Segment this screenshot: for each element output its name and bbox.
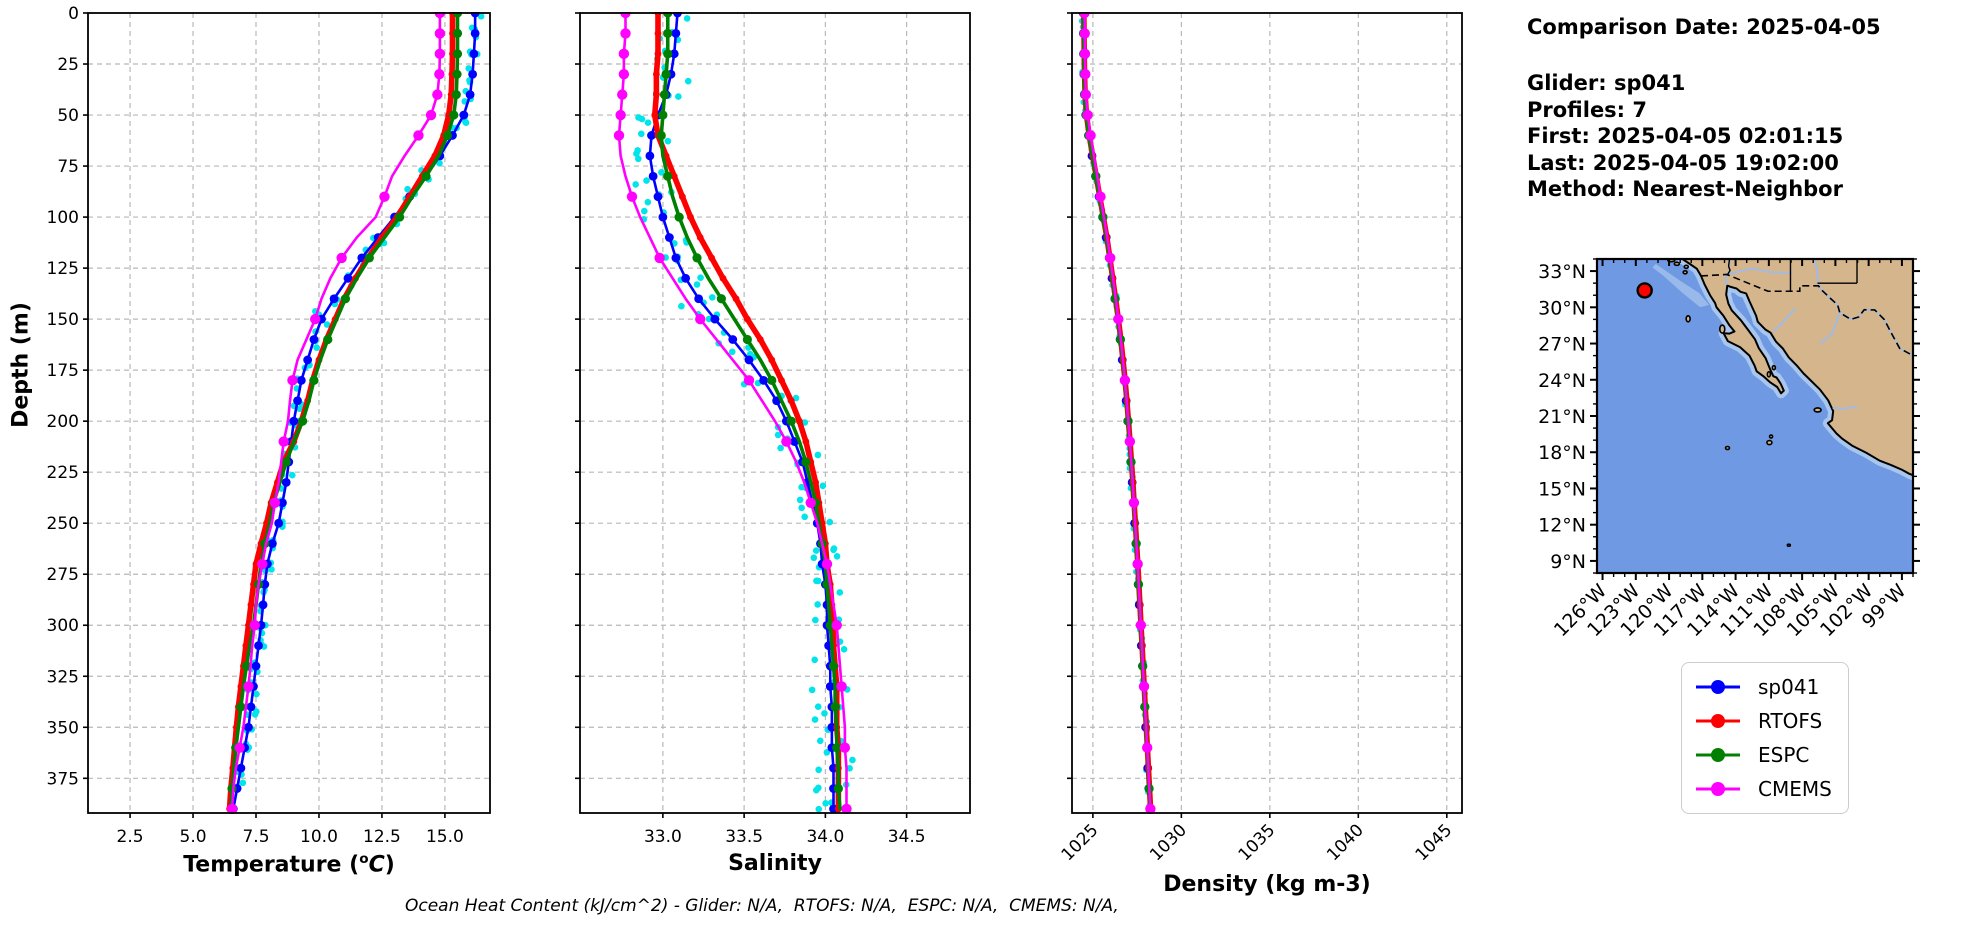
svg-text:125: 125 bbox=[47, 259, 79, 279]
profiles-count-text: Profiles: 7 bbox=[1527, 97, 1648, 122]
espc-line-sample-icon bbox=[1696, 748, 1740, 762]
temperature-axis-label-text: Temperature ( bbox=[183, 852, 360, 878]
profile-panels-canvas: 2.5 5.0 7.5 10.0 12.5 15.0 0 25 50 75 100 125 150 175… bbox=[47, 4, 1463, 865]
svg-text:15°N: 15°N bbox=[1538, 478, 1586, 500]
glider-position-marker bbox=[1636, 282, 1653, 299]
temperature-profile: 2.5 5.0 7.5 10.0 12.5 15.0 0 25 50 75 100 125 150 175… bbox=[47, 4, 491, 847]
legend: sp041 RTOFS ESPC CMEMS bbox=[1681, 662, 1849, 814]
svg-text:325: 325 bbox=[47, 667, 79, 687]
svg-text:33.0: 33.0 bbox=[644, 827, 682, 847]
glider-name-text: Glider: sp041 bbox=[1527, 71, 1686, 95]
svg-text:10.0: 10.0 bbox=[300, 827, 338, 847]
map-canvas: 33°N30°N27°N24°N21°N18°N15°N12°N9°N126°W… bbox=[1538, 257, 1920, 641]
svg-text:350: 350 bbox=[47, 718, 79, 738]
svg-text:50: 50 bbox=[57, 106, 79, 126]
svg-text:75: 75 bbox=[57, 157, 79, 177]
cmems-line-sample-icon bbox=[1696, 782, 1740, 796]
svg-text:1025: 1025 bbox=[1058, 820, 1103, 865]
svg-text:12.5: 12.5 bbox=[363, 827, 401, 847]
svg-text:15.0: 15.0 bbox=[426, 827, 464, 847]
legend-label-cmems: CMEMS bbox=[1758, 777, 1832, 801]
rtofs-line-sample-icon bbox=[1696, 714, 1740, 728]
svg-text:2.5: 2.5 bbox=[117, 827, 144, 847]
legend-item-cmems: CMEMS bbox=[1692, 772, 1832, 806]
svg-text:5.0: 5.0 bbox=[180, 827, 207, 847]
svg-text:375: 375 bbox=[47, 769, 79, 789]
temperature-axis-label-sup: o bbox=[359, 851, 369, 867]
svg-text:27°N: 27°N bbox=[1538, 334, 1586, 356]
legend-label-rtofs: RTOFS bbox=[1758, 709, 1823, 733]
svg-text:34.0: 34.0 bbox=[806, 827, 844, 847]
temperature-axis-label-italic: C bbox=[368, 852, 385, 878]
glider-info-block: Glider: sp041 Profiles: 7 First: 2025-04… bbox=[1527, 70, 1843, 203]
svg-text:1035: 1035 bbox=[1235, 820, 1280, 865]
svg-text:1030: 1030 bbox=[1146, 820, 1191, 865]
svg-text:34.5: 34.5 bbox=[888, 827, 926, 847]
method-text: Method: Nearest-Neighbor bbox=[1527, 177, 1843, 201]
svg-text:33.5: 33.5 bbox=[725, 827, 763, 847]
svg-text:200: 200 bbox=[47, 412, 79, 432]
last-profile-time-text: Last: 2025-04-05 19:02:00 bbox=[1527, 150, 1839, 175]
svg-text:275: 275 bbox=[47, 565, 79, 585]
svg-text:9°N: 9°N bbox=[1550, 551, 1586, 573]
location-map: 33°N30°N27°N24°N21°N18°N15°N12°N9°N126°W… bbox=[1538, 257, 1920, 641]
svg-text:21°N: 21°N bbox=[1538, 406, 1586, 428]
svg-text:25: 25 bbox=[57, 55, 79, 75]
svg-text:300: 300 bbox=[47, 616, 79, 636]
legend-label-sp041: sp041 bbox=[1758, 675, 1820, 699]
first-profile-time-text: First: 2025-04-05 02:01:15 bbox=[1527, 124, 1844, 148]
legend-item-espc: ESPC bbox=[1692, 738, 1832, 772]
svg-text:250: 250 bbox=[47, 514, 79, 534]
svg-text:100: 100 bbox=[47, 208, 79, 228]
depth-axis-label: Depth (m) bbox=[8, 302, 34, 428]
comparison-date-text: Comparison Date: 2025-04-05 bbox=[1527, 15, 1881, 39]
legend-item-sp041: sp041 bbox=[1692, 670, 1832, 704]
salinity-axis-label: Salinity bbox=[728, 851, 822, 876]
svg-text:225: 225 bbox=[47, 463, 79, 483]
legend-label-espc: ESPC bbox=[1758, 743, 1810, 767]
svg-text:33°N: 33°N bbox=[1538, 261, 1586, 283]
density-profile: 1025 1030 1035 1040 1045 bbox=[1058, 12, 1463, 865]
svg-text:0: 0 bbox=[68, 4, 79, 24]
svg-text:7.5: 7.5 bbox=[242, 827, 269, 847]
temperature-axis-label: Temperature (oC) bbox=[88, 851, 490, 877]
svg-text:30°N: 30°N bbox=[1538, 297, 1586, 319]
salinity-profile: 33.0 33.5 34.0 34.5 bbox=[575, 12, 971, 847]
density-axis-label: Density (kg m-3) bbox=[1163, 872, 1371, 897]
sp041-line-sample-icon bbox=[1696, 680, 1740, 694]
legend-item-rtofs: RTOFS bbox=[1692, 704, 1832, 738]
svg-text:150: 150 bbox=[47, 310, 79, 330]
svg-text:12°N: 12°N bbox=[1538, 515, 1586, 537]
svg-text:1040: 1040 bbox=[1323, 820, 1368, 865]
temperature-axis-label-close: ) bbox=[384, 852, 395, 878]
svg-text:18°N: 18°N bbox=[1538, 442, 1586, 464]
svg-text:24°N: 24°N bbox=[1538, 370, 1586, 392]
ocean-heat-content-note: Ocean Heat Content (kJ/cm^2) - Glider: N… bbox=[405, 896, 1119, 916]
svg-text:175: 175 bbox=[47, 361, 79, 381]
svg-text:1045: 1045 bbox=[1412, 820, 1457, 865]
